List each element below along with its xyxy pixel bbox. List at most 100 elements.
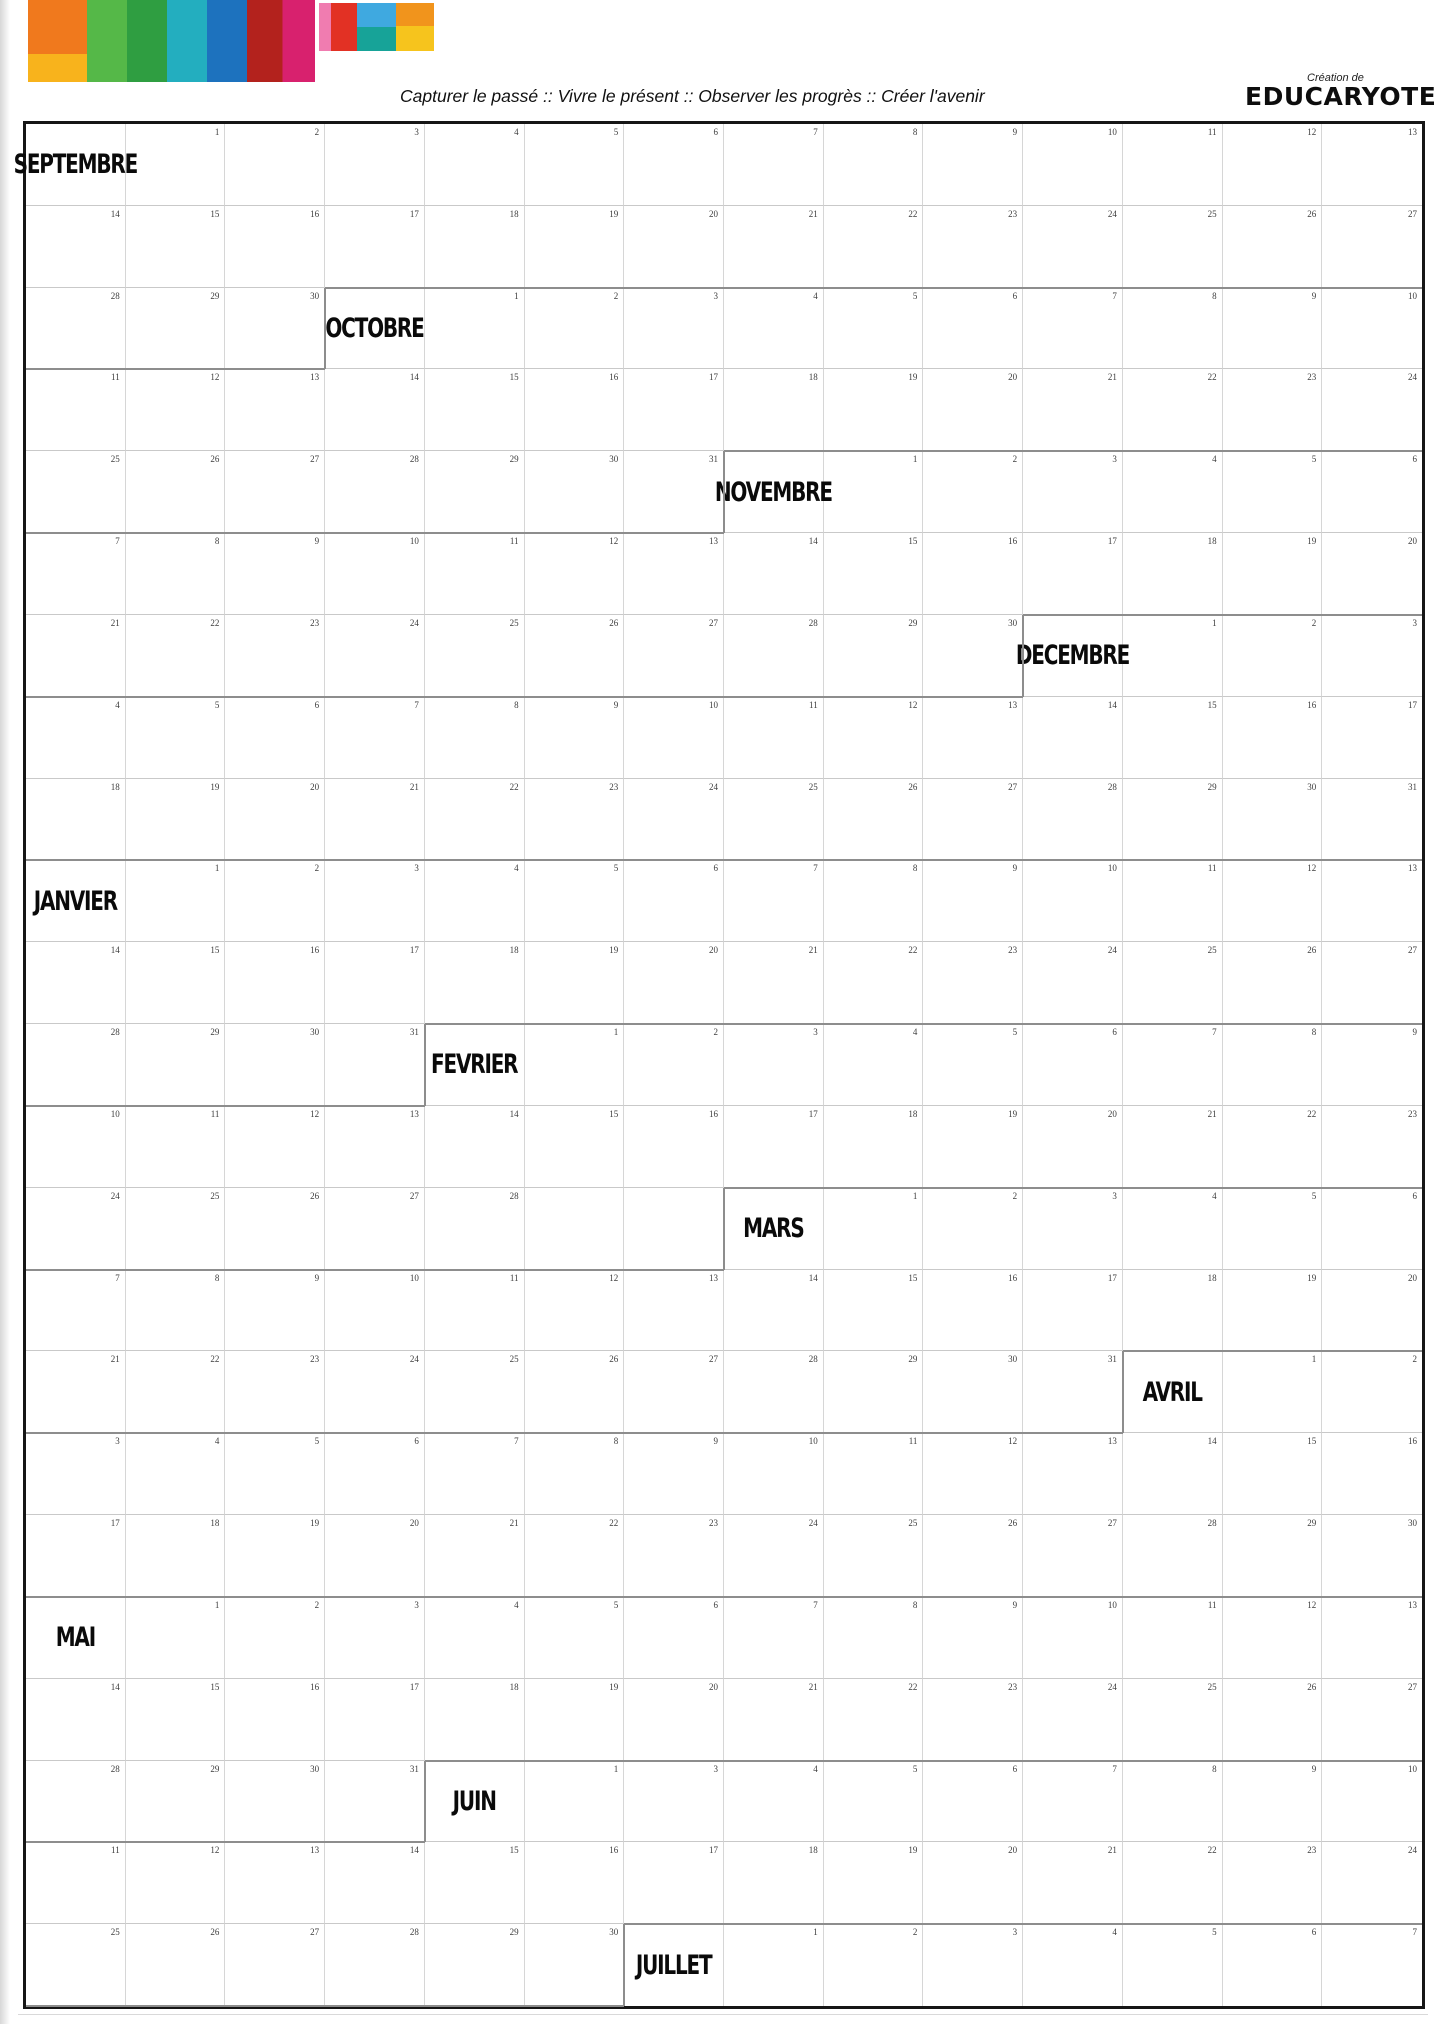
day-cell: 2 — [923, 451, 1024, 534]
day-number: 26 — [1008, 1518, 1018, 1529]
logo-letter-5: 5 — [395, 3, 435, 51]
day-cell: 31 — [1023, 1351, 1123, 1434]
day-number: 31 — [1408, 781, 1417, 792]
day-number: 10 — [1107, 1599, 1117, 1610]
day-cell: 26 — [225, 1187, 326, 1270]
day-cell: 16 — [524, 369, 625, 452]
day-number: 22 — [908, 945, 918, 956]
day-cell: 21 — [1023, 1842, 1123, 1925]
day-number: 19 — [908, 372, 918, 383]
day-number: 6 — [314, 699, 320, 710]
day-cell: 2 — [1222, 614, 1323, 697]
day-cell: 8 — [125, 1269, 226, 1352]
day-number: 27 — [1408, 945, 1417, 956]
day-cell: 16 — [524, 1842, 625, 1925]
day-number: 25 — [1207, 1681, 1217, 1692]
day-number: 9 — [1311, 290, 1317, 301]
day-number: 14 — [808, 536, 818, 547]
day-number: 2 — [1012, 1190, 1018, 1201]
day-cell: 3 — [1023, 1187, 1123, 1270]
day-number: 13 — [1107, 1436, 1117, 1447]
day-number: 6 — [414, 1436, 419, 1447]
day-cell: 20 — [923, 369, 1024, 452]
day-cell: 15 — [823, 533, 924, 615]
day-number: 8 — [613, 1436, 619, 1447]
day-number: 31 — [409, 1027, 419, 1038]
day-cell: 16 — [225, 1678, 326, 1761]
day-cell: 16 — [624, 1105, 724, 1188]
day-number: 9 — [713, 1436, 719, 1447]
day-cell: 25 — [1122, 942, 1223, 1025]
day-number: 13 — [310, 372, 320, 383]
day-cell: 7 — [1322, 1924, 1422, 2006]
day-cell: 2 — [225, 124, 326, 206]
day-number: 5 — [314, 1436, 320, 1447]
day-cell: 29 — [1222, 1515, 1323, 1597]
day-number: 13 — [409, 1108, 419, 1119]
day-cell: 8 — [823, 860, 924, 943]
day-cell: 22 — [1122, 1842, 1223, 1925]
day-number: 3 — [1112, 1190, 1117, 1201]
day-cell: 15 — [1122, 696, 1223, 779]
day-cell: 27 — [1023, 1515, 1123, 1597]
logo-letter-6: 6 — [357, 3, 396, 51]
day-cell: 10 — [1322, 288, 1422, 370]
day-number: 11 — [509, 1272, 519, 1283]
day-cell: 13 — [624, 533, 724, 615]
day-cell: 6 — [624, 860, 724, 943]
day-number: 14 — [1207, 1436, 1217, 1447]
day-cell: 15 — [125, 1678, 226, 1761]
day-number: 8 — [1212, 290, 1217, 301]
day-number: 12 — [210, 1845, 220, 1856]
day-number: 26 — [1307, 208, 1317, 219]
day-number: 3 — [1112, 454, 1117, 465]
day-number: 25 — [908, 1518, 918, 1529]
day-number: 25 — [509, 1354, 519, 1365]
day-cell: 30 — [923, 614, 1024, 697]
day-cell: 15 — [524, 1105, 625, 1188]
day-cell: 2 — [225, 860, 326, 943]
day-number: 4 — [1112, 1927, 1117, 1938]
day-number: 18 — [210, 1518, 220, 1529]
day-number: 24 — [1107, 1681, 1117, 1692]
day-number: 9 — [1012, 1599, 1018, 1610]
day-cell: 6 — [1223, 1924, 1323, 2006]
day-cell: 21 — [26, 614, 126, 697]
day-number: 11 — [210, 1108, 220, 1119]
day-number: 24 — [110, 1190, 120, 1201]
day-cell: 12 — [823, 696, 924, 779]
day-cell: 22 — [823, 1678, 924, 1761]
day-cell: 7 — [1122, 1024, 1223, 1106]
day-cell: 16 — [1222, 696, 1323, 779]
day-cell: 28 — [26, 287, 126, 370]
day-cell: 9 — [225, 533, 326, 615]
day-number: 8 — [912, 1599, 918, 1610]
day-number: 21 — [808, 208, 818, 219]
day-number: 27 — [1008, 781, 1018, 792]
day-cell: 13 — [1322, 124, 1422, 206]
day-number: 15 — [609, 1108, 619, 1119]
day-number: 7 — [1412, 1927, 1418, 1938]
day-cell: 14 — [26, 1678, 126, 1761]
month-label: JUILLET — [635, 1948, 713, 1981]
day-cell: 2 — [1322, 1351, 1422, 1434]
day-number: 10 — [110, 1108, 120, 1119]
day-number: 7 — [813, 127, 818, 137]
day-cell: 31 — [325, 1760, 425, 1843]
day-number: 18 — [509, 945, 519, 956]
day-cell: 12 — [1222, 860, 1323, 943]
day-cell: 30 — [923, 1351, 1024, 1434]
day-cell: 28 — [424, 1187, 525, 1270]
day-cell: 19 — [125, 778, 226, 861]
day-number: 7 — [813, 1599, 818, 1610]
day-cell: 16 — [225, 205, 326, 288]
day-cell: 17 — [325, 205, 425, 288]
day-cell: 28 — [1122, 1515, 1223, 1597]
day-cell: 8 — [1222, 1024, 1323, 1106]
day-number: 5 — [1311, 454, 1317, 465]
calendar-grid: SEPTEMBRE 1 2 3 4 5 6 7 8 9 10 11 12 13 14 15 16 17 18 19 20… — [14, 121, 1425, 2009]
month-label: DECEMBRE — [1015, 639, 1130, 671]
day-cell: 16 — [923, 533, 1024, 615]
day-cell: 7 — [26, 533, 126, 615]
day-cell: 7 — [424, 1433, 525, 1516]
